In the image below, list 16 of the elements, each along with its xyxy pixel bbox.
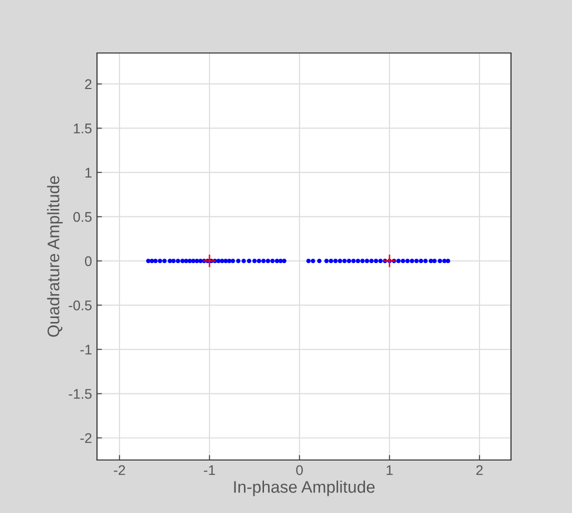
x-axis-title: In-phase Amplitude — [234, 480, 375, 496]
y-tick-label: -0.5 — [68, 300, 92, 310]
y-tick-label: 2 — [85, 79, 92, 89]
y-tick-label: 1.5 — [74, 124, 92, 134]
y-tick-label: -2 — [80, 433, 92, 443]
x-tick-label: -1 — [204, 465, 215, 475]
y-tick-label: 0.5 — [73, 212, 92, 222]
x-tick-label: 0 — [296, 465, 303, 476]
x-tick-label: -2 — [114, 465, 125, 475]
y-tick-label: -1 — [80, 344, 92, 354]
y-axis-title: Quadrature Amplitude — [47, 176, 63, 337]
y-tick-label: -1.5 — [68, 389, 92, 399]
x-tick-label: 2 — [476, 465, 483, 475]
x-tick-label: 1 — [386, 465, 393, 475]
y-tick-label: 0 — [84, 256, 92, 266]
y-tick-label: 1 — [85, 168, 92, 178]
